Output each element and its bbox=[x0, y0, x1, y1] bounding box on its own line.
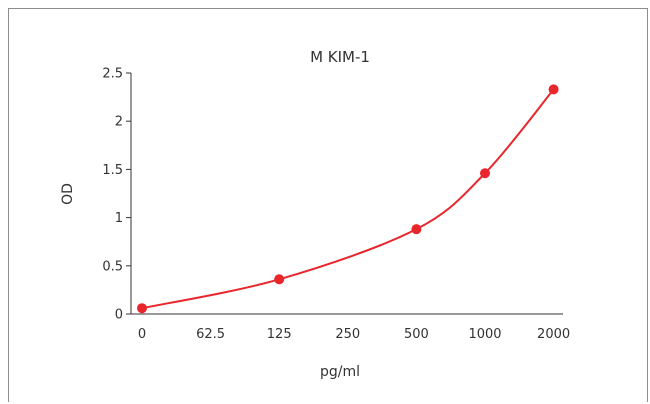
x-axis-ticks: 0 62.5 125 250 500 1000 2000 bbox=[138, 327, 570, 342]
y-tick-label: 0.5 bbox=[102, 259, 123, 274]
x-tick-label: 62.5 bbox=[196, 327, 225, 342]
series-group bbox=[137, 84, 559, 314]
y-tick-label: 0 bbox=[115, 308, 123, 323]
chart-title: M KIM-1 bbox=[310, 48, 370, 66]
y-axis-label: OD bbox=[60, 183, 76, 205]
y-axis-ticks: 0 0.5 1 1.5 2 2.5 bbox=[102, 67, 131, 323]
x-axis-label: pg/ml bbox=[320, 364, 360, 380]
x-tick-label: 1000 bbox=[468, 327, 501, 342]
x-tick-label: 0 bbox=[138, 327, 146, 342]
data-point bbox=[411, 224, 422, 235]
y-tick-label: 2 bbox=[115, 115, 123, 130]
x-tick-label: 125 bbox=[267, 327, 292, 342]
series-line bbox=[141, 88, 555, 310]
x-tick-label: 2000 bbox=[537, 327, 570, 342]
y-tick-label: 1.5 bbox=[102, 163, 123, 178]
data-point bbox=[480, 168, 490, 179]
x-tick-label: 250 bbox=[335, 327, 360, 342]
x-tick-label: 500 bbox=[404, 327, 429, 342]
y-tick-label: 2.5 bbox=[102, 67, 123, 82]
chart-frame bbox=[8, 8, 648, 402]
axes bbox=[130, 73, 563, 315]
data-point bbox=[137, 303, 147, 314]
data-point bbox=[274, 274, 285, 285]
y-tick-label: 1 bbox=[115, 211, 123, 226]
data-point bbox=[548, 84, 559, 95]
